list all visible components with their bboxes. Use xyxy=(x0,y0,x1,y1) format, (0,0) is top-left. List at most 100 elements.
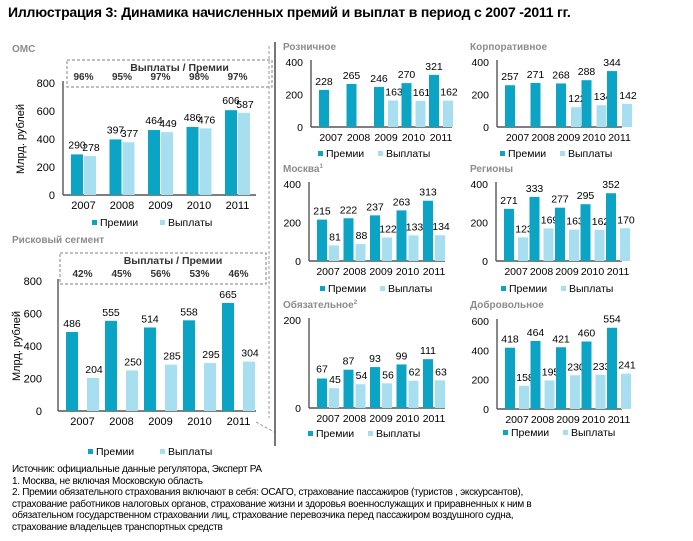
legend-swatch-premii xyxy=(503,430,508,435)
legend-swatch-premii xyxy=(318,151,323,156)
y-tick-label: 400 xyxy=(470,179,488,191)
chart-regions: Регионы 0 200 400 271 123 2007 333 169 2008 277 163… xyxy=(470,164,635,295)
legend-label-vyplaty: Выплаты xyxy=(168,446,212,458)
bar-vyplaty xyxy=(238,112,250,195)
value-label-premii: 271 xyxy=(527,69,545,81)
panel-title: Добровольное xyxy=(470,299,544,311)
legend-swatch-premii xyxy=(88,449,93,454)
x-tick-label: 2009 xyxy=(369,266,393,278)
value-label-vyplaty: 241 xyxy=(618,360,636,372)
value-label-premii: 215 xyxy=(313,206,331,218)
bar-premii xyxy=(505,347,515,409)
chart-corporate: Корпоративное 0 200 400 257 2007 271 2008 268 122… xyxy=(470,42,637,160)
bar-premii xyxy=(343,218,354,261)
value-label-vyplaty: 158 xyxy=(516,372,534,384)
x-tick-label: 2008 xyxy=(531,132,555,144)
bar-premii xyxy=(555,207,565,261)
x-tick-label: 2010 xyxy=(396,266,420,278)
value-label-vyplaty: 304 xyxy=(241,348,259,360)
value-label-premii: 486 xyxy=(184,112,202,124)
y-axis-label: Млрд. рублей xyxy=(15,104,27,174)
x-tick-label: 2007 xyxy=(71,200,95,212)
y-tick-label: 200 xyxy=(283,315,301,327)
ratio-label: 56% xyxy=(150,269,170,280)
legend-label-vyplaty: Выплаты xyxy=(388,283,432,295)
x-tick-label: 2009 xyxy=(555,266,579,278)
footnote-2-line-2: страхование работников налоговых органов… xyxy=(12,498,532,510)
value-label-vyplaty: 88 xyxy=(356,230,368,242)
ratio-label: 45% xyxy=(111,269,131,280)
bar-vyplaty xyxy=(622,103,632,127)
bar-premii xyxy=(319,89,329,127)
y-tick-label: 400 xyxy=(24,341,42,353)
value-label-premii: 558 xyxy=(180,306,198,318)
x-tick-label: 2011 xyxy=(226,200,250,212)
x-tick-label: 2007 xyxy=(506,132,530,144)
value-label-vyplaty: 278 xyxy=(82,142,100,154)
value-label-vyplaty: 134 xyxy=(594,91,612,103)
bar-premii xyxy=(505,85,515,127)
panel-title: Москва1 xyxy=(283,164,323,175)
value-label-premii: 665 xyxy=(219,289,237,301)
x-tick-label: 2007 xyxy=(504,266,528,278)
x-tick-label: 2011 xyxy=(608,414,631,426)
bar-premii xyxy=(346,83,357,127)
bar-premii xyxy=(429,74,439,127)
y-tick-label: 600 xyxy=(24,309,42,321)
x-tick-label: 2010 xyxy=(402,132,426,144)
value-label-premii: 237 xyxy=(366,201,384,213)
value-label-vyplaty: 476 xyxy=(198,114,216,126)
y-tick-label: 200 xyxy=(471,90,489,102)
value-label-vyplaty: 195 xyxy=(542,366,560,378)
ratio-label: 95% xyxy=(112,72,132,83)
bar-vyplaty xyxy=(355,244,366,261)
x-tick-label: 2010 xyxy=(581,266,605,278)
ratio-label: 96% xyxy=(73,72,93,83)
legend-label-premii: Премии xyxy=(511,427,549,439)
value-label-premii: 418 xyxy=(501,334,519,346)
value-label-vyplaty: 170 xyxy=(617,214,635,226)
value-label-premii: 265 xyxy=(343,70,361,82)
bar-premii xyxy=(530,340,541,409)
x-tick-label: 2009 xyxy=(556,414,580,426)
y-tick-label: 0 xyxy=(36,406,42,418)
value-label-premii: 228 xyxy=(315,76,333,88)
bar-vyplaty xyxy=(388,100,398,127)
bar-premii xyxy=(606,193,616,261)
ratio-header: Выплаты / Премии xyxy=(124,255,223,267)
legend-label-vyplaty: Выплаты xyxy=(568,148,612,160)
value-label-vyplaty: 161 xyxy=(413,87,431,99)
bar-premii xyxy=(374,87,384,127)
legend-swatch-vyplaty xyxy=(380,286,385,291)
value-label-premii: 514 xyxy=(141,313,159,325)
bar-vyplaty xyxy=(84,156,96,195)
value-label-premii: 397 xyxy=(107,124,125,136)
dashed-connector xyxy=(255,421,275,433)
bar-vyplaty xyxy=(596,105,607,127)
bar-vyplaty xyxy=(355,384,366,408)
bar-premii xyxy=(401,83,412,127)
bar-premii xyxy=(370,367,380,408)
value-label-premii: 321 xyxy=(425,61,443,73)
legend-label-vyplaty: Выплаты xyxy=(376,428,420,440)
value-label-premii: 270 xyxy=(398,69,416,81)
panel-title: Розничное xyxy=(283,42,337,53)
value-label-premii: 288 xyxy=(578,66,596,78)
bar-vyplaty xyxy=(443,100,453,127)
y-tick-label: 800 xyxy=(37,78,55,90)
bar-vyplaty xyxy=(199,128,212,195)
bar-vyplaty xyxy=(408,380,419,408)
legend-swatch-vyplaty xyxy=(561,286,566,291)
legend-swatch-premii xyxy=(308,431,313,436)
value-label-vyplaty: 204 xyxy=(85,364,103,376)
x-tick-label: 2011 xyxy=(430,132,453,144)
footnote-source: Источник: официальные данные регулятора,… xyxy=(12,464,262,475)
value-label-vyplaty: 45 xyxy=(329,374,341,386)
footnote-2-line-4: страхование владельцев транспортных сред… xyxy=(12,521,223,533)
bar-premii xyxy=(396,210,407,261)
bar-premii xyxy=(556,83,566,127)
panel-title: Регионы xyxy=(470,164,513,175)
y-tick-label: 400 xyxy=(37,134,55,146)
value-label-premii: 313 xyxy=(419,187,437,199)
y-tick-label: 200 xyxy=(471,375,489,387)
